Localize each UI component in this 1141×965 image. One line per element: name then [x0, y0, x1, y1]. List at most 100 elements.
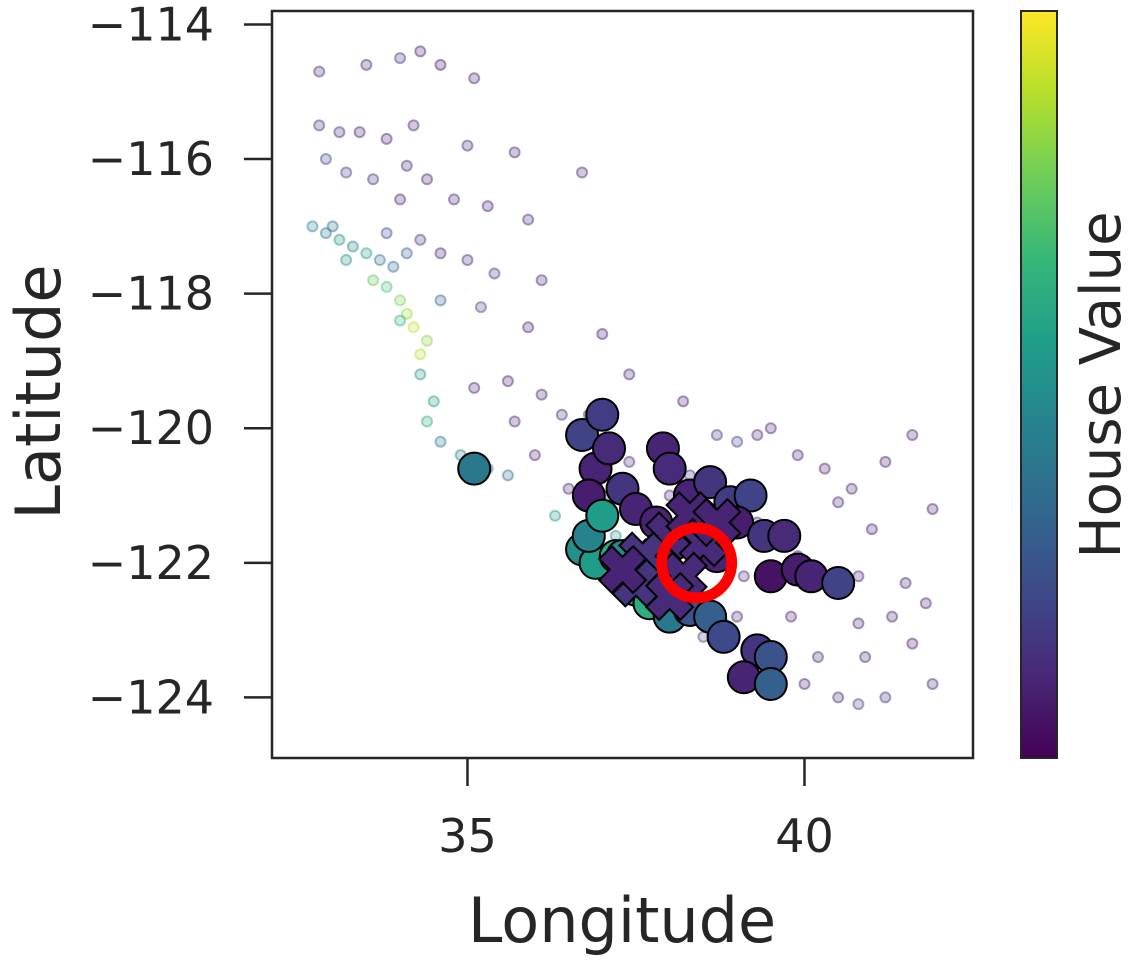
background-point	[461, 254, 474, 266]
y-axis-label: Latitude	[2, 264, 75, 519]
highlight-point	[565, 417, 600, 452]
background-point	[508, 415, 521, 428]
background-point	[380, 227, 393, 240]
background-point	[313, 119, 326, 132]
background-point	[407, 321, 420, 334]
background-point	[886, 610, 899, 623]
background-point	[394, 193, 407, 206]
background-point	[394, 314, 407, 327]
x-tick-label: 35	[438, 809, 497, 863]
background-point	[852, 570, 865, 583]
background-point	[400, 307, 413, 320]
highlight-point	[706, 619, 741, 654]
background-point	[791, 449, 804, 462]
background-point	[407, 119, 420, 132]
background-point	[333, 233, 346, 246]
background-point	[555, 408, 568, 421]
background-point	[501, 375, 514, 388]
highlight-point	[652, 451, 687, 486]
background-point	[373, 254, 386, 266]
background-point	[623, 368, 636, 381]
background-point	[845, 482, 858, 495]
background-point	[522, 213, 535, 226]
highlight-point	[767, 518, 802, 553]
background-point	[394, 294, 407, 307]
background-point	[852, 617, 865, 630]
background-point	[764, 422, 777, 435]
y-tick-label: −124	[88, 670, 214, 724]
background-point	[501, 469, 514, 482]
background-points	[306, 45, 939, 711]
background-point	[623, 455, 636, 468]
background-point	[414, 233, 427, 246]
x-axis: 35 40	[438, 758, 834, 863]
background-point	[400, 247, 413, 260]
background-point	[785, 610, 798, 623]
y-tick-label: −120	[88, 401, 214, 455]
highlight-point	[693, 465, 728, 500]
highlight-point	[592, 431, 627, 466]
highlight-point	[733, 478, 768, 513]
background-point	[474, 301, 487, 314]
background-point	[353, 126, 366, 139]
background-point	[468, 381, 481, 394]
y-tick-label: −118	[88, 267, 214, 321]
background-point	[798, 677, 811, 690]
background-point	[811, 651, 824, 664]
background-point	[859, 651, 872, 664]
background-point	[710, 428, 723, 441]
background-point	[447, 193, 460, 206]
background-point	[481, 200, 494, 213]
background-point	[879, 455, 892, 468]
background-point	[731, 435, 744, 448]
background-point	[319, 227, 332, 240]
background-point	[340, 166, 353, 179]
highlight-point	[585, 397, 620, 432]
background-point	[926, 677, 939, 690]
background-point	[387, 260, 400, 273]
background-point	[879, 691, 892, 704]
y-tick-label: −122	[88, 536, 214, 590]
background-point	[434, 435, 447, 448]
background-point	[421, 173, 434, 186]
background-point	[346, 240, 359, 253]
background-point	[677, 395, 690, 408]
background-point	[832, 691, 845, 704]
plot-frame	[270, 9, 975, 760]
cross-marker	[597, 544, 648, 595]
background-point	[562, 482, 575, 495]
background-point	[549, 509, 562, 522]
background-point	[367, 274, 380, 287]
background-point	[421, 415, 434, 428]
background-point	[394, 52, 407, 65]
background-point	[899, 577, 912, 590]
x-tick-label: 40	[775, 809, 834, 863]
background-point	[751, 428, 764, 441]
background-point	[434, 294, 447, 307]
colorbar-label: House Value	[1069, 211, 1134, 558]
background-point	[414, 348, 427, 361]
highlight-point	[753, 666, 788, 701]
background-point	[528, 449, 541, 462]
background-point	[340, 254, 353, 266]
highlight-point	[585, 498, 620, 533]
background-point	[326, 220, 339, 233]
background-point	[535, 388, 548, 401]
background-point	[461, 139, 474, 152]
background-point	[414, 368, 427, 381]
background-point	[818, 462, 831, 475]
background-point	[380, 280, 393, 293]
background-point	[865, 523, 878, 536]
target-ring-layer	[656, 522, 738, 604]
background-point	[508, 146, 521, 159]
background-point	[319, 153, 332, 166]
background-point	[731, 610, 744, 623]
background-point	[488, 267, 501, 280]
background-point	[313, 65, 326, 78]
x-axis-label: Longitude	[468, 884, 776, 957]
background-point	[906, 428, 919, 441]
background-point	[427, 395, 440, 408]
background-point	[468, 72, 481, 85]
background-point	[919, 597, 932, 610]
y-tick-label: −114	[88, 0, 214, 51]
